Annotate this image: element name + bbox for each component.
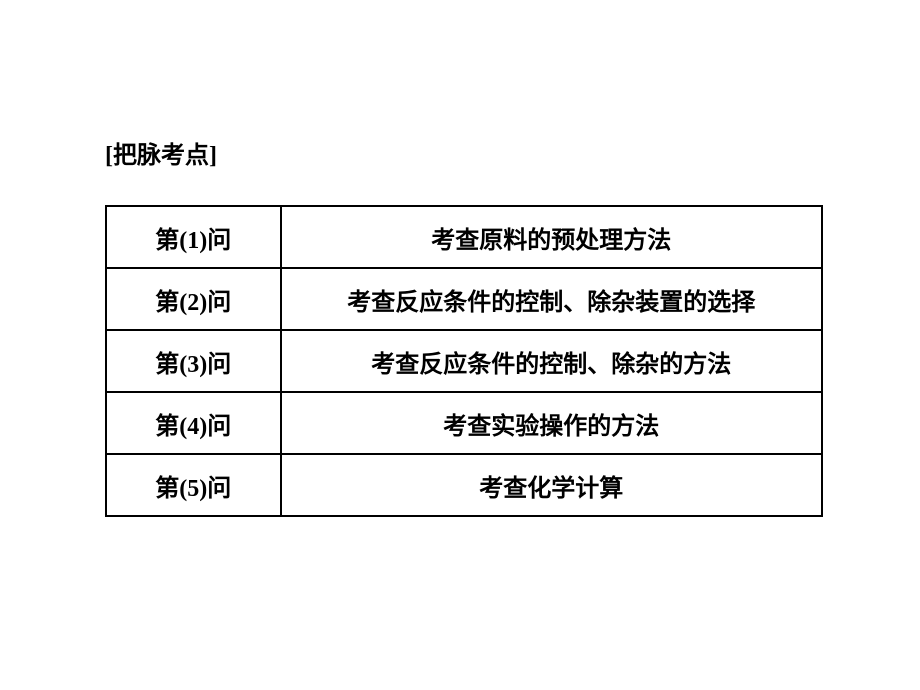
section-heading: [把脉考点]: [105, 135, 823, 170]
table-row: 第(4)问 考查实验操作的方法: [106, 392, 822, 454]
question-cell: 第(2)问: [106, 268, 281, 330]
description-cell: 考查化学计算: [281, 454, 822, 516]
exam-points-table: 第(1)问 考查原料的预处理方法 第(2)问 考查反应条件的控制、除杂装置的选择…: [105, 205, 823, 517]
description-text: 考查原料的预处理方法: [431, 227, 671, 254]
description-cell: 考查原料的预处理方法: [281, 206, 822, 268]
question-number: (2): [179, 290, 207, 316]
question-number: (1): [179, 228, 207, 254]
table-row: 第(2)问 考查反应条件的控制、除杂装置的选择: [106, 268, 822, 330]
question-suffix: 问: [207, 227, 231, 254]
description-text: 考查实验操作的方法: [443, 413, 659, 440]
question-prefix: 第: [155, 413, 179, 440]
table-row: 第(5)问 考查化学计算: [106, 454, 822, 516]
question-prefix: 第: [155, 351, 179, 378]
description-cell: 考查反应条件的控制、除杂的方法: [281, 330, 822, 392]
question-suffix: 问: [207, 351, 231, 378]
question-cell: 第(3)问: [106, 330, 281, 392]
question-cell: 第(4)问: [106, 392, 281, 454]
question-prefix: 第: [155, 289, 179, 316]
question-prefix: 第: [155, 227, 179, 254]
description-text: 考查化学计算: [479, 475, 623, 502]
question-number: (3): [179, 352, 207, 378]
question-cell: 第(5)问: [106, 454, 281, 516]
question-number: (4): [179, 414, 207, 440]
question-number: (5): [179, 476, 207, 502]
question-suffix: 问: [207, 413, 231, 440]
question-suffix: 问: [207, 289, 231, 316]
document-content: [把脉考点] 第(1)问 考查原料的预处理方法 第(2)问 考查反应条件的控制、…: [105, 135, 823, 517]
description-text: 考查反应条件的控制、除杂的方法: [371, 351, 731, 378]
question-prefix: 第: [155, 475, 179, 502]
description-cell: 考查反应条件的控制、除杂装置的选择: [281, 268, 822, 330]
question-cell: 第(1)问: [106, 206, 281, 268]
description-text: 考查反应条件的控制、除杂装置的选择: [347, 289, 755, 316]
question-suffix: 问: [207, 475, 231, 502]
description-cell: 考查实验操作的方法: [281, 392, 822, 454]
table-row: 第(3)问 考查反应条件的控制、除杂的方法: [106, 330, 822, 392]
table-row: 第(1)问 考查原料的预处理方法: [106, 206, 822, 268]
